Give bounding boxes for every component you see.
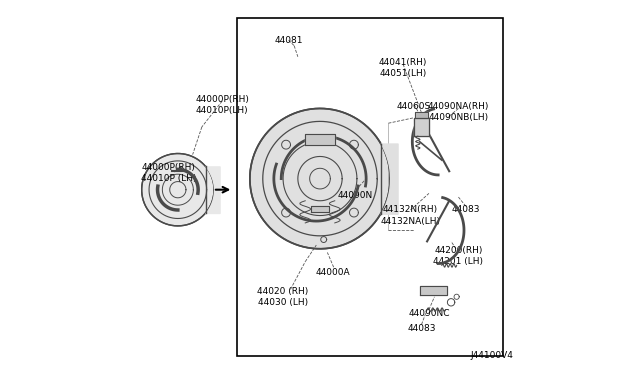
Text: 44200(RH)
44201 (LH): 44200(RH) 44201 (LH) xyxy=(433,246,483,266)
Text: 44081: 44081 xyxy=(275,36,303,45)
Polygon shape xyxy=(415,112,428,118)
Text: 44000P(RH)
44010P (LH): 44000P(RH) 44010P (LH) xyxy=(141,163,196,183)
Text: J44100V4: J44100V4 xyxy=(470,351,513,360)
Text: 44000P(RH)
44010P(LH): 44000P(RH) 44010P(LH) xyxy=(195,95,249,115)
Text: 44090NC: 44090NC xyxy=(408,309,450,318)
Text: 44083: 44083 xyxy=(407,324,436,333)
Text: 44041(RH)
44051(LH): 44041(RH) 44051(LH) xyxy=(379,58,428,78)
Polygon shape xyxy=(311,206,329,212)
Text: 44000A: 44000A xyxy=(316,268,350,277)
Polygon shape xyxy=(420,286,447,295)
Text: 44132N(RH)
44132NA(LH): 44132N(RH) 44132NA(LH) xyxy=(380,205,440,225)
Text: 44090NA(RH)
44090NB(LH): 44090NA(RH) 44090NB(LH) xyxy=(428,102,489,122)
Polygon shape xyxy=(141,154,214,226)
Text: 44090N: 44090N xyxy=(337,191,372,200)
Text: 44020 (RH)
44030 (LH): 44020 (RH) 44030 (LH) xyxy=(257,287,308,307)
Polygon shape xyxy=(414,118,429,136)
Polygon shape xyxy=(250,109,390,249)
Text: 44083: 44083 xyxy=(452,205,480,215)
Polygon shape xyxy=(305,134,335,145)
Text: 44060S: 44060S xyxy=(397,102,431,111)
